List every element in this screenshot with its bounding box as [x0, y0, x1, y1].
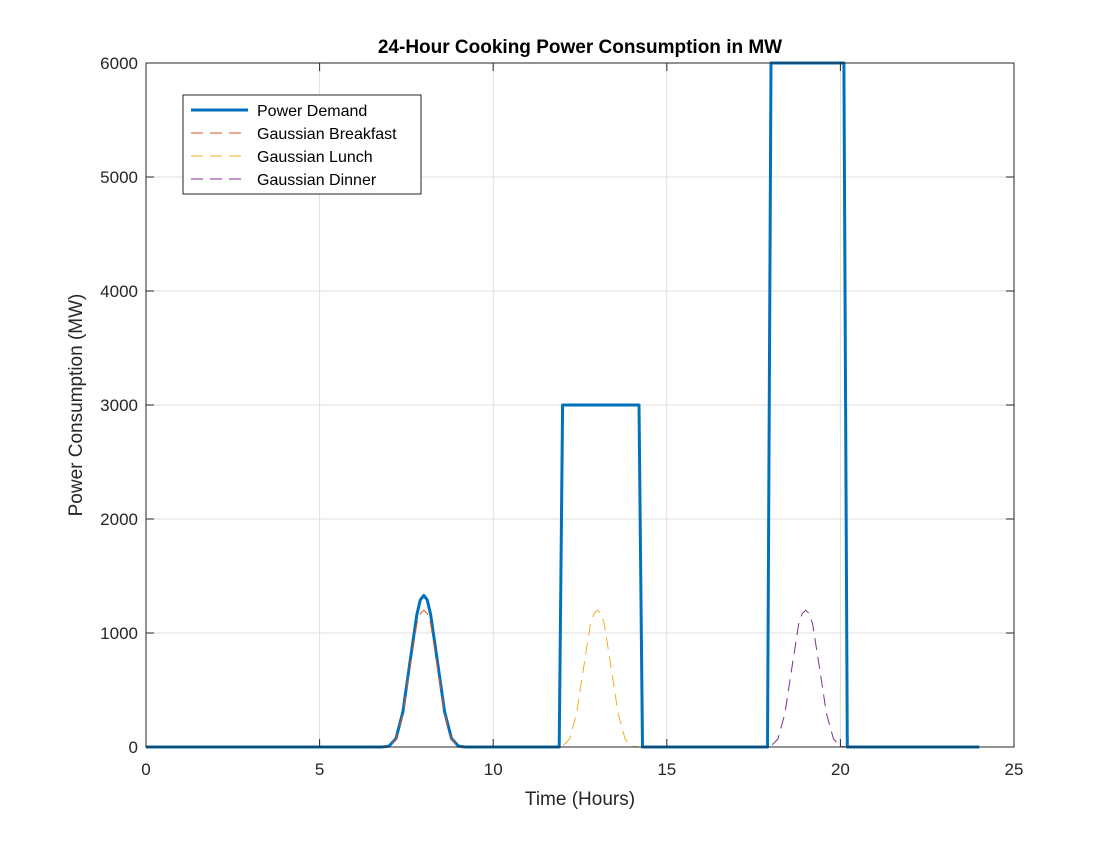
x-tick-label: 25	[1005, 760, 1024, 779]
y-axis-label: Power Consumption (MW)	[66, 294, 87, 517]
x-axis-label: Time (Hours)	[525, 789, 635, 810]
y-tick-label: 3000	[100, 396, 138, 415]
x-tick-label: 20	[831, 760, 850, 779]
legend-label-0: Power Demand	[257, 103, 367, 120]
legend-label-3: Gaussian Dinner	[257, 172, 377, 189]
tick-labels: 0 5 10 15 20 25 0 1000 2000 3000 4000 5000 6000	[100, 54, 1023, 779]
y-tick-label: 4000	[100, 282, 138, 301]
chart-title: 24-Hour Cooking Power Consumption in MW	[378, 37, 782, 58]
x-tick-label: 10	[484, 760, 503, 779]
series-line-2	[146, 609, 980, 748]
axes	[145, 62, 1015, 748]
y-tick-label: 0	[129, 738, 138, 757]
y-tick-label: 6000	[100, 54, 138, 73]
y-tick-label: 2000	[100, 510, 138, 529]
legend-label-1: Gaussian Breakfast	[257, 126, 397, 143]
legend-label-2: Gaussian Lunch	[257, 149, 373, 166]
x-tick-label: 5	[315, 760, 324, 779]
y-tick-label: 5000	[100, 168, 138, 187]
x-tick-label: 0	[141, 760, 150, 779]
x-tick-label: 15	[657, 760, 676, 779]
y-tick-label: 1000	[100, 624, 138, 643]
series-line-1	[146, 609, 980, 748]
legend: Power Demand Gaussian Breakfast Gaussian L…	[182, 94, 422, 195]
series-line-3	[146, 609, 980, 748]
